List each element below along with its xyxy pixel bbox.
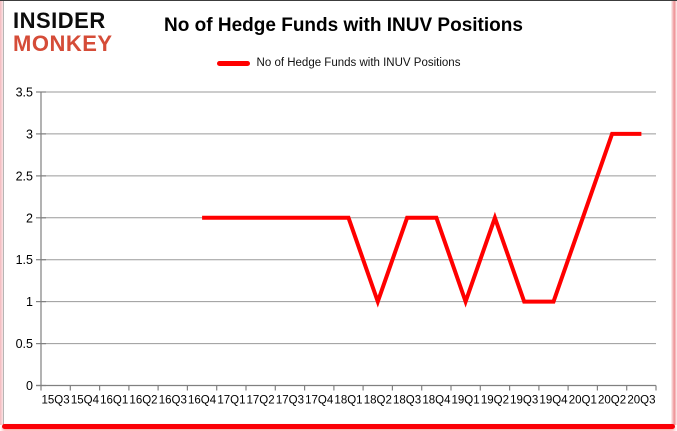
svg-text:20Q1: 20Q1 [569, 395, 597, 407]
svg-text:3.5: 3.5 [16, 86, 33, 100]
svg-text:16Q2: 16Q2 [129, 395, 157, 407]
svg-text:19Q2: 19Q2 [481, 395, 509, 407]
svg-text:19Q3: 19Q3 [510, 395, 538, 407]
svg-text:16Q3: 16Q3 [159, 395, 187, 407]
frame-left-edge [0, 1, 4, 425]
insider-monkey-logo: INSIDER MONKEY [13, 9, 113, 55]
svg-text:0: 0 [26, 379, 33, 393]
svg-text:19Q1: 19Q1 [452, 395, 480, 407]
svg-text:15Q4: 15Q4 [71, 395, 100, 407]
svg-text:17Q2: 17Q2 [247, 395, 275, 407]
logo-monkey-text: MONKEY [13, 31, 113, 56]
svg-text:1.5: 1.5 [16, 253, 33, 267]
svg-text:3: 3 [26, 127, 33, 141]
svg-text:17Q4: 17Q4 [305, 395, 334, 407]
svg-text:20Q3: 20Q3 [627, 395, 655, 407]
svg-text:1: 1 [26, 295, 33, 309]
svg-text:0.5: 0.5 [16, 337, 33, 351]
frame-right-edge [671, 1, 677, 425]
svg-text:17Q1: 17Q1 [217, 395, 245, 407]
svg-text:2: 2 [26, 211, 33, 225]
svg-text:15Q3: 15Q3 [42, 395, 70, 407]
logo-insider-text: INSIDER [13, 8, 106, 33]
svg-text:18Q3: 18Q3 [393, 395, 421, 407]
svg-text:16Q4: 16Q4 [188, 395, 217, 407]
legend-label: No of Hedge Funds with INUV Positions [256, 57, 461, 69]
svg-text:20Q2: 20Q2 [598, 395, 626, 407]
chart-title: No of Hedge Funds with INUV Positions [164, 15, 523, 36]
frame-bottom-red-bar [2, 424, 675, 429]
legend: No of Hedge Funds with INUV Positions [0, 57, 677, 69]
svg-text:19Q4: 19Q4 [539, 395, 568, 407]
svg-text:16Q1: 16Q1 [100, 395, 128, 407]
svg-text:18Q2: 18Q2 [364, 395, 392, 407]
svg-text:2.5: 2.5 [16, 169, 33, 183]
svg-text:18Q1: 18Q1 [334, 395, 362, 407]
svg-text:18Q4: 18Q4 [422, 395, 451, 407]
legend-line-swatch [216, 60, 250, 66]
svg-text:17Q3: 17Q3 [276, 395, 304, 407]
